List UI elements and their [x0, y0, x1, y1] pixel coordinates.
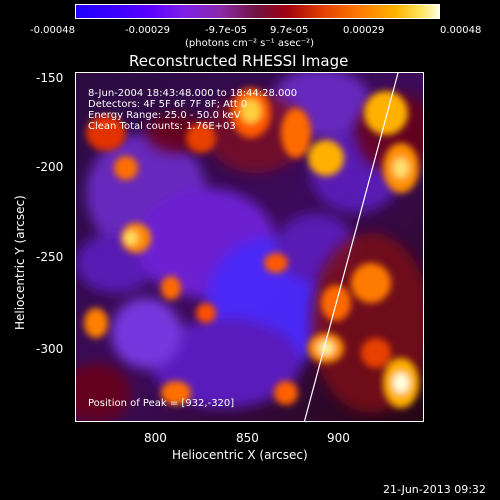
energy-range-text: Energy Range: 25.0 - 50.0 keV: [88, 110, 241, 121]
y-tick-label: -150: [36, 71, 64, 85]
peak-position-text: Position of Peak = [932,-320]: [88, 398, 235, 409]
colorbar-tick-label: 0.00029: [343, 25, 385, 36]
rhessi-image-plot: [75, 72, 424, 422]
rhessi-image: [76, 73, 423, 421]
colorbar-tick-label: 9.7e-05: [270, 25, 309, 36]
y-tick-label: -250: [36, 250, 64, 264]
colorbar-tick-label: -0.00029: [125, 25, 170, 36]
time-range-text: 8-Jun-2004 18:43:48.000 to 18:44:28.000: [88, 88, 298, 99]
y-tick-label: -300: [36, 342, 64, 356]
y-axis-label: Heliocentric Y (arcsec): [13, 195, 27, 330]
x-tick-label: 800: [144, 431, 167, 445]
timestamp: 21-Jun-2013 09:32: [383, 483, 486, 496]
colorbar-units: (photons cm⁻² s⁻¹ asec⁻²): [185, 38, 315, 49]
colorbar-tick-label: -0.00048: [30, 25, 75, 36]
colorbar-tick-label: 0.00048: [440, 25, 482, 36]
method-text: Clean Total counts: 1.76E+03: [88, 121, 236, 132]
y-tick-label: -200: [36, 160, 64, 174]
x-tick-label: 900: [327, 431, 350, 445]
x-axis-label: Heliocentric X (arcsec): [172, 448, 308, 462]
solar-limb-line: [303, 73, 399, 421]
plot-title: Reconstructed RHESSI Image: [129, 52, 349, 70]
colorbar-tick-label: -9.7e-05: [205, 25, 247, 36]
colorbar: [75, 4, 440, 19]
x-tick-label: 850: [236, 431, 259, 445]
detectors-text: Detectors: 4F 5F 6F 7F 8F; Att 0: [88, 99, 248, 110]
